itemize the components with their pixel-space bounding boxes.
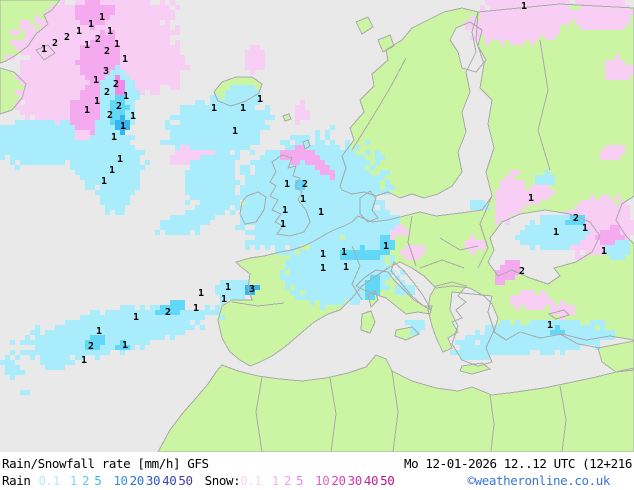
legend-value: 40 <box>162 473 177 488</box>
precip-intensity-label: 1 <box>232 126 238 137</box>
legend-value: 30 <box>145 473 161 488</box>
precip-intensity-label: 1 <box>300 194 306 205</box>
snow-legend-label: Snow: <box>204 473 241 488</box>
precip-intensity-label: 2 <box>104 87 110 98</box>
precip-intensity-label: 1 <box>107 26 113 37</box>
rain-legend-label: Rain <box>2 473 31 488</box>
map-datetime: Mo 12-01-2026 12..12 UTC (12+216 <box>403 456 632 471</box>
precip-intensity-label: 1 <box>582 223 588 234</box>
precip-intensity-label: 3 <box>103 66 109 77</box>
precip-intensity-label: 1 <box>111 132 117 143</box>
precip-intensity-label: 1 <box>341 247 347 258</box>
precip-intensity-label: 1 <box>383 241 389 252</box>
legend-value: 1 <box>271 473 280 488</box>
precip-intensity-label: 1 <box>93 75 99 86</box>
precip-intensity-label: 1 <box>521 1 527 12</box>
precip-intensity-label: 2 <box>519 266 525 277</box>
precip-intensity-label: 2 <box>165 307 171 318</box>
precip-intensity-label: 1 <box>41 44 47 55</box>
precip-intensity-label: 2 <box>107 110 113 121</box>
legend-value: 50 <box>178 473 193 488</box>
precip-intensity-label: 1 <box>320 249 326 260</box>
precip-intensity-label: 2 <box>113 79 119 90</box>
legend-value: 5 <box>295 473 304 488</box>
precip-intensity-label: 1 <box>130 111 136 122</box>
precip-intensity-label: 2 <box>573 213 579 224</box>
legend-value: 10 <box>315 473 330 488</box>
copyright-link[interactable]: ©weatheronline.co.uk <box>467 473 610 488</box>
legend-value: 20 <box>331 473 346 488</box>
coastline-layer <box>0 0 634 452</box>
precip-intensity-label: 1 <box>133 312 139 323</box>
rain-legend-scale: 0.1 1 2 5 10 20 30 40 50 <box>39 473 195 488</box>
precip-intensity-label: 1 <box>320 263 326 274</box>
legend-value: 20 <box>129 473 145 488</box>
snow-legend-scale: 0.1 1 2 5 10 20 30 40 50 <box>240 473 396 488</box>
precip-intensity-label: 1 <box>198 288 204 299</box>
precip-intensity-label: 1 <box>122 54 128 65</box>
precip-intensity-label: 1 <box>120 121 126 132</box>
precip-intensity-label: 1 <box>193 303 199 314</box>
precip-intensity-label: 1 <box>96 326 102 337</box>
precip-intensity-label: 1 <box>601 246 607 257</box>
precip-intensity-label: 1 <box>528 193 534 204</box>
precip-intensity-label: 1 <box>280 219 286 230</box>
precip-intensity-label: 2 <box>104 46 110 57</box>
precip-intensity-label: 1 <box>99 12 105 23</box>
precip-intensity-label: 1 <box>211 103 217 114</box>
precip-intensity-label: 1 <box>76 26 82 37</box>
precip-intensity-label: 2 <box>64 32 70 43</box>
precip-intensity-label: 1 <box>547 320 553 331</box>
precip-intensity-label: 1 <box>88 19 94 30</box>
legend-value: 50 <box>380 473 395 488</box>
legend-value: 40 <box>363 473 379 488</box>
precip-intensity-label: 1 <box>117 154 123 165</box>
precip-intensity-label: 1 <box>84 40 90 51</box>
legend-value: 30 <box>347 473 363 488</box>
precip-intensity-label: 1 <box>84 105 90 116</box>
precip-intensity-label: 1 <box>94 96 100 107</box>
precip-intensity-label: 1 <box>81 355 87 366</box>
legend-footer: Rain/Snowfall rate [mm/h] GFS Mo 12-01-2… <box>0 452 634 490</box>
legend-value: 2 <box>283 473 292 488</box>
precip-intensity-label: 1 <box>553 227 559 238</box>
precip-intensity-label: 2 <box>116 101 122 112</box>
precipitation-layer <box>0 0 634 395</box>
precip-intensity-label: 3 <box>249 284 255 295</box>
precip-intensity-label: 2 <box>88 341 94 352</box>
precip-intensity-label: 1 <box>282 205 288 216</box>
legend-value: 0.1 <box>240 473 262 488</box>
precip-intensity-label: 1 <box>257 94 263 105</box>
legend-value: 5 <box>94 473 102 488</box>
legend-value: 2 <box>82 473 90 488</box>
map-title: Rain/Snowfall rate [mm/h] GFS <box>2 456 209 471</box>
legend-value: 10 <box>113 473 128 488</box>
legend-value: 0.1 <box>38 473 61 488</box>
precip-intensity-label: 1 <box>101 176 107 187</box>
precip-intensity-label: 1 <box>240 103 246 114</box>
precip-intensity-label: 1 <box>225 282 231 293</box>
precip-intensity-label: 1 <box>123 91 129 102</box>
precip-intensity-label: 2 <box>95 34 101 45</box>
precip-intensity-label: 1 <box>114 39 120 50</box>
precip-intensity-label: 1 <box>284 179 290 190</box>
precip-intensity-label: 1 <box>318 207 324 218</box>
legend-value: 1 <box>69 473 78 488</box>
precip-intensity-label: 1 <box>221 294 227 305</box>
precip-intensity-label: 1 <box>122 340 128 351</box>
precip-intensity-label: 1 <box>109 165 115 176</box>
precip-intensity-label: 1 <box>343 262 349 273</box>
precip-intensity-label: 2 <box>302 179 308 190</box>
precip-intensity-label: 2 <box>52 38 58 49</box>
